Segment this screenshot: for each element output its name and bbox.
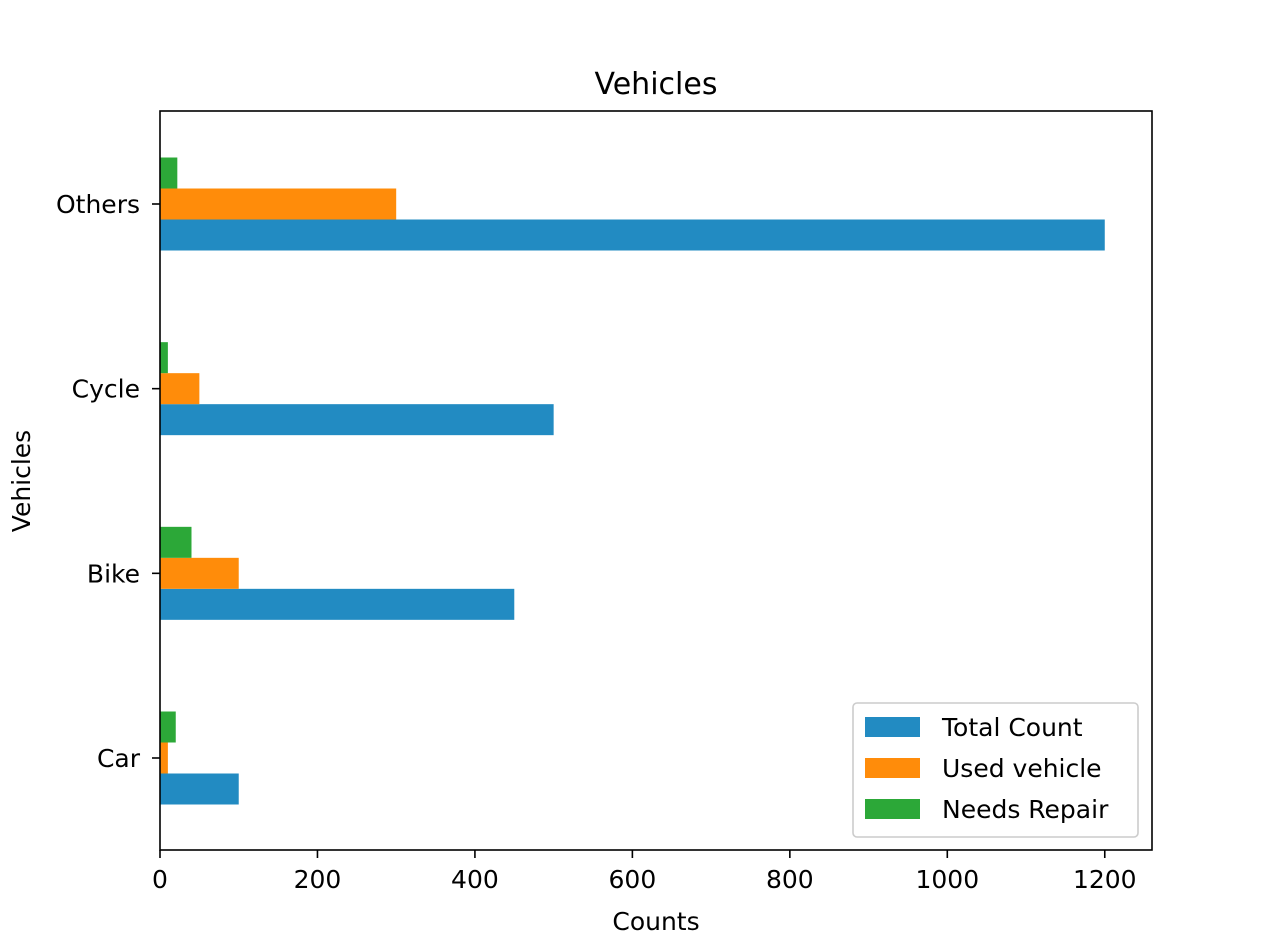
bar-total-count-car: [160, 773, 239, 805]
chart-title: Vehicles: [595, 67, 718, 102]
y-axis-ticks: Car Bike Cycle Others: [56, 190, 160, 773]
legend-swatch: [865, 717, 920, 737]
plot-frame: [159, 110, 1153, 851]
legend-box: [852, 702, 1139, 838]
x-tick-label: 800: [766, 865, 814, 894]
bar-total-count-others: [160, 219, 1105, 251]
x-tick-label: 400: [451, 865, 499, 894]
bar-total-count-bike: [160, 588, 515, 620]
x-tick-label: 0: [152, 865, 168, 894]
y-tick-label: Car: [97, 744, 141, 773]
bar-used-vehicle-car: [160, 742, 168, 774]
y-axis-label: Vehicles: [7, 430, 36, 532]
x-tick-label: 1000: [915, 865, 979, 894]
legend: Total Count Used vehicle Needs Repair: [852, 702, 1139, 838]
bar-needs-repair-bike: [160, 526, 192, 558]
legend-label: Used vehicle: [942, 754, 1102, 783]
y-tick-label: Bike: [87, 559, 140, 588]
x-tick-label: 600: [609, 865, 657, 894]
legend-label: Total Count: [941, 713, 1083, 742]
bar-group: [160, 157, 1105, 805]
legend-label: Needs Repair: [942, 795, 1109, 824]
legend-swatch: [865, 799, 920, 819]
bar-needs-repair-others: [160, 157, 178, 189]
x-axis-label: Counts: [612, 907, 699, 936]
bar-needs-repair-car: [160, 711, 176, 743]
x-tick-label: 1200: [1073, 865, 1137, 894]
x-tick-label: 200: [294, 865, 342, 894]
bar-used-vehicle-cycle: [160, 373, 200, 405]
y-tick-label: Cycle: [72, 375, 140, 404]
bar-needs-repair-cycle: [160, 342, 168, 374]
x-axis-ticks: 0 200 400 600 800 1000 1200: [152, 850, 1137, 894]
legend-swatch: [865, 758, 920, 778]
bar-total-count-cycle: [160, 404, 554, 436]
y-tick-label: Others: [56, 190, 140, 219]
bar-used-vehicle-others: [160, 188, 397, 220]
bar-used-vehicle-bike: [160, 557, 239, 589]
